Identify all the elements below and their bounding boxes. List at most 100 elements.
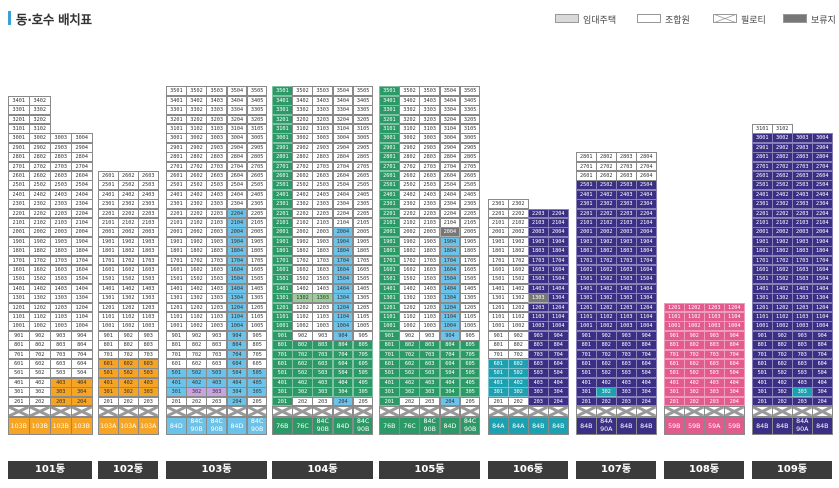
unit-cell[interactable]: 1703 xyxy=(792,255,813,266)
unit-cell[interactable]: 202 xyxy=(118,396,139,407)
unit-cell[interactable]: 1103 xyxy=(206,312,228,322)
unit-cell[interactable]: 3305 xyxy=(459,105,481,116)
unit-cell[interactable]: 1904 xyxy=(226,236,248,247)
unit-cell[interactable]: 702 xyxy=(186,349,207,360)
unit-cell[interactable]: 1503 xyxy=(528,274,549,285)
unit-cell[interactable]: 404 xyxy=(71,377,93,388)
unit-cell[interactable]: 2801 xyxy=(8,152,30,163)
unit-cell[interactable]: 2602 xyxy=(596,171,617,181)
unit-cell[interactable]: 2001 xyxy=(272,227,293,238)
unit-cell[interactable]: 2902 xyxy=(29,142,51,153)
unit-cell[interactable]: 3004 xyxy=(439,133,461,144)
unit-cell[interactable]: 502 xyxy=(684,368,705,379)
unit-cell[interactable]: 201 xyxy=(379,396,400,407)
unit-cell[interactable]: 3104 xyxy=(332,124,354,134)
unit-cell[interactable]: 2404 xyxy=(71,189,93,200)
unit-cell[interactable]: 2501 xyxy=(98,180,119,191)
unit-cell[interactable]: 1204 xyxy=(332,302,354,313)
unit-cell[interactable]: 1002 xyxy=(399,321,420,332)
unit-cell[interactable]: 1004 xyxy=(724,321,745,332)
unit-cell[interactable]: 2604 xyxy=(332,171,354,181)
unit-cell[interactable]: 1505 xyxy=(352,274,374,285)
unit-cell[interactable]: 1905 xyxy=(246,236,268,247)
unit-cell[interactable]: 2201 xyxy=(272,208,293,219)
unit-cell[interactable]: 304 xyxy=(71,387,93,398)
unit-cell[interactable]: 2001 xyxy=(488,227,509,238)
unit-cell[interactable]: 1804 xyxy=(636,246,657,257)
unit-cell[interactable]: 2002 xyxy=(292,227,313,238)
unit-cell[interactable]: 1903 xyxy=(792,236,813,247)
unit-cell[interactable]: 2803 xyxy=(616,152,637,163)
unit-cell[interactable]: 1105 xyxy=(246,312,268,322)
unit-cell[interactable]: 2102 xyxy=(508,218,529,228)
unit-cell[interactable]: 1101 xyxy=(488,312,509,322)
unit-cell[interactable]: 1704 xyxy=(439,255,461,266)
unit-cell[interactable]: 2705 xyxy=(459,161,481,172)
unit-cell[interactable]: 203 xyxy=(206,396,228,407)
unit-cell[interactable]: 1101 xyxy=(272,312,293,322)
unit-cell[interactable]: 1604 xyxy=(71,265,93,275)
unit-cell[interactable]: 603 xyxy=(312,359,334,369)
unit-cell[interactable]: 2203 xyxy=(138,208,159,219)
unit-cell[interactable]: 1103 xyxy=(528,312,549,322)
unit-cell[interactable]: 1004 xyxy=(439,321,461,332)
unit-cell[interactable]: 202 xyxy=(29,396,51,407)
unit-cell[interactable]: 2704 xyxy=(332,161,354,172)
unit-cell[interactable]: 1201 xyxy=(98,302,119,313)
unit-cell[interactable]: 203 xyxy=(616,396,637,407)
unit-cell[interactable]: 3501 xyxy=(379,86,400,97)
unit-cell[interactable]: 2304 xyxy=(439,199,461,210)
unit-cell[interactable]: 404 xyxy=(226,377,248,388)
unit-cell[interactable]: 803 xyxy=(138,340,159,351)
unit-cell[interactable]: 3004 xyxy=(332,133,354,144)
unit-cell[interactable]: 2303 xyxy=(50,199,72,210)
unit-cell[interactable]: 903 xyxy=(312,330,334,341)
unit-cell[interactable]: 1903 xyxy=(50,236,72,247)
unit-cell[interactable]: 2804 xyxy=(812,152,833,163)
unit-cell[interactable]: 1203 xyxy=(312,302,334,313)
unit-cell[interactable]: 2905 xyxy=(352,142,374,153)
unit-cell[interactable]: 1904 xyxy=(636,236,657,247)
unit-cell[interactable]: 1101 xyxy=(379,312,400,322)
unit-cell[interactable]: 302 xyxy=(186,387,207,398)
unit-cell[interactable]: 3204 xyxy=(332,114,354,125)
unit-cell[interactable]: 2204 xyxy=(439,208,461,219)
unit-cell[interactable]: 405 xyxy=(246,377,268,388)
unit-cell[interactable]: 704 xyxy=(226,349,248,360)
unit-cell[interactable]: 1701 xyxy=(272,255,293,266)
unit-cell[interactable]: 904 xyxy=(332,330,354,341)
unit-cell[interactable]: 2701 xyxy=(379,161,400,172)
unit-cell[interactable]: 602 xyxy=(508,359,529,369)
unit-cell[interactable]: 1601 xyxy=(576,265,597,275)
unit-cell[interactable]: 705 xyxy=(246,349,268,360)
unit-cell[interactable]: 504 xyxy=(548,368,569,379)
unit-cell[interactable]: 702 xyxy=(399,349,420,360)
unit-cell[interactable]: 301 xyxy=(488,387,509,398)
unit-cell[interactable]: 1705 xyxy=(352,255,374,266)
unit-cell[interactable]: 502 xyxy=(772,368,793,379)
unit-cell[interactable]: 1901 xyxy=(166,236,187,247)
unit-cell[interactable]: 403 xyxy=(792,377,813,388)
unit-cell[interactable]: 501 xyxy=(752,368,773,379)
unit-cell[interactable]: 1405 xyxy=(246,283,268,294)
unit-cell[interactable]: 2201 xyxy=(488,208,509,219)
unit-cell[interactable]: 904 xyxy=(724,330,745,341)
unit-cell[interactable]: 1804 xyxy=(226,246,248,257)
unit-cell[interactable]: 1703 xyxy=(206,255,228,266)
unit-cell[interactable]: 903 xyxy=(704,330,725,341)
unit-cell[interactable]: 3105 xyxy=(352,124,374,134)
unit-cell[interactable]: 1004 xyxy=(332,321,354,332)
unit-cell[interactable]: 2902 xyxy=(186,142,207,153)
unit-cell[interactable]: 2504 xyxy=(71,180,93,191)
unit-cell[interactable]: 1901 xyxy=(8,236,30,247)
unit-cell[interactable]: 2403 xyxy=(419,189,441,200)
unit-cell[interactable]: 603 xyxy=(206,359,228,369)
unit-cell[interactable]: 1704 xyxy=(71,255,93,266)
unit-cell[interactable]: 2101 xyxy=(379,218,400,228)
unit-cell[interactable]: 1101 xyxy=(8,312,30,322)
unit-cell[interactable]: 2202 xyxy=(29,208,51,219)
unit-cell[interactable]: 1901 xyxy=(752,236,773,247)
unit-cell[interactable]: 404 xyxy=(548,377,569,388)
unit-cell[interactable]: 2503 xyxy=(312,180,334,191)
unit-cell[interactable]: 2704 xyxy=(812,161,833,172)
